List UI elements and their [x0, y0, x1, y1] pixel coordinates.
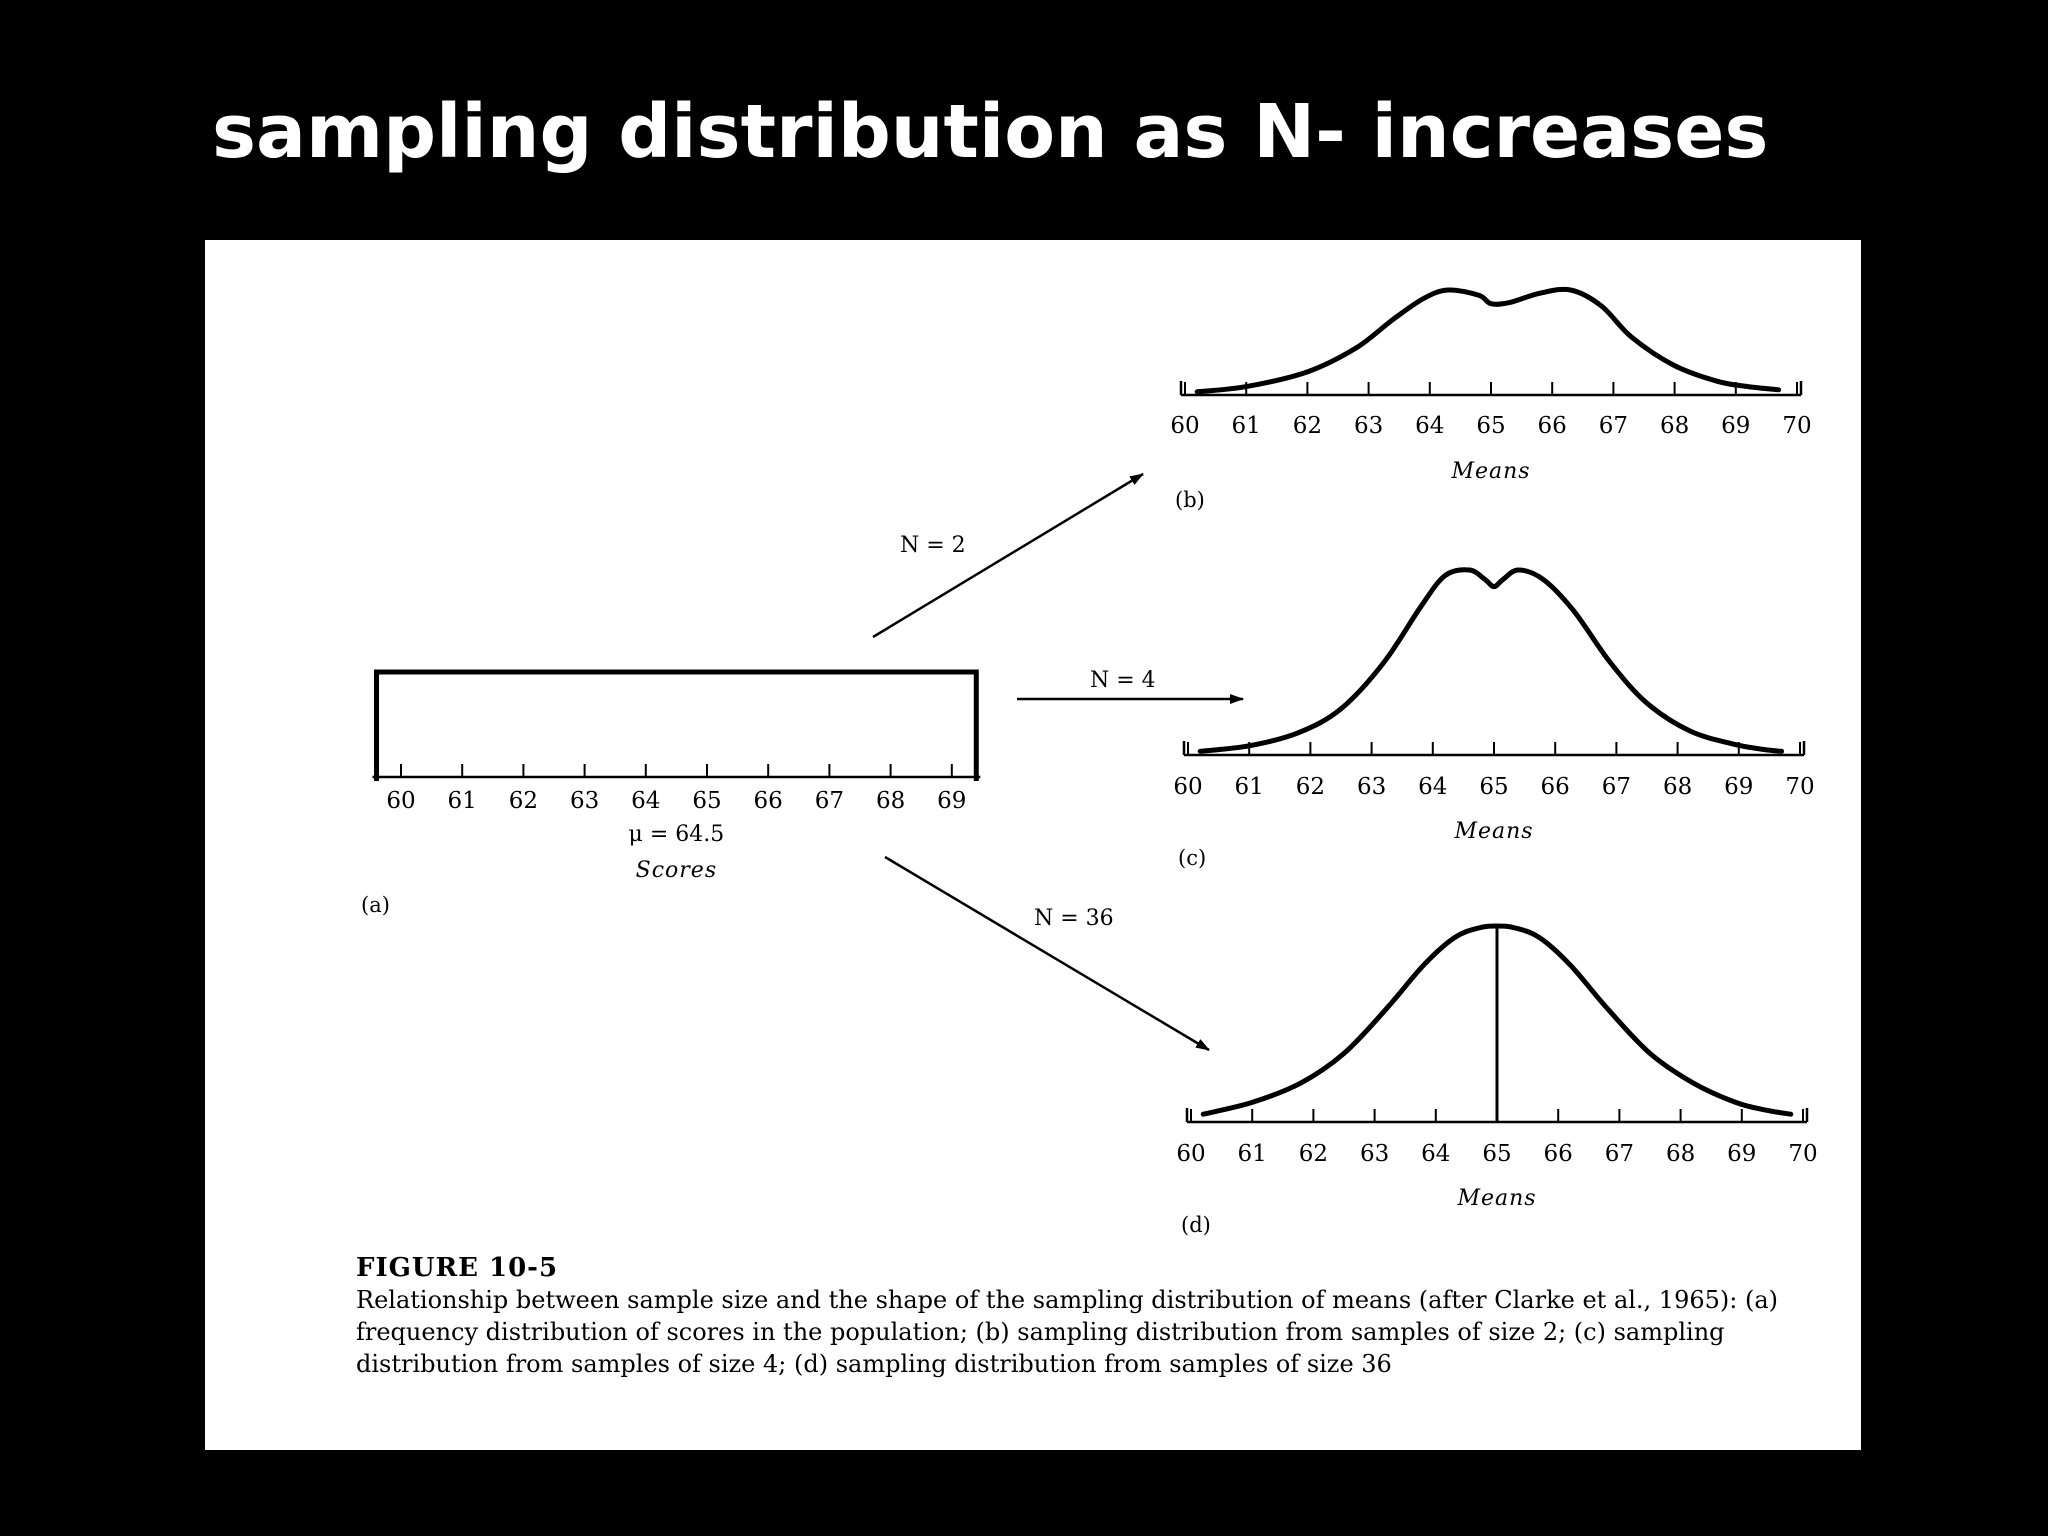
- x-tick-label: 66: [1538, 413, 1567, 439]
- chart-c-n4: 60 61 62 63 64 65 66 67 68 69 70 Means (c): [1173, 567, 1815, 870]
- x-tick-label: 64: [1421, 1141, 1450, 1167]
- x-tick-label: 69: [1724, 774, 1753, 800]
- x-tick-label: 67: [1602, 774, 1631, 800]
- arrow-to-d: [884, 855, 1210, 1052]
- slide-title: sampling distribution as N- increases: [212, 89, 1769, 175]
- x-axis-title: Means: [1453, 819, 1533, 844]
- figure-panel: 60 61 62 63 64 65 66 67 68 69 μ = 64.5 Scores (a) 60…: [205, 240, 1861, 1450]
- x-tick-label: 68: [1663, 774, 1692, 800]
- x-tick-label: 67: [1605, 1141, 1634, 1167]
- figure-svg: 60 61 62 63 64 65 66 67 68 69 μ = 64.5 Scores (a) 60…: [361, 286, 1818, 1237]
- x-tick-label: 62: [1296, 774, 1325, 800]
- x-axis-title: Scores: [636, 858, 717, 883]
- x-tick-label: 66: [754, 788, 783, 814]
- x-axis-title: Means: [1456, 1186, 1536, 1211]
- x-tick-label: 69: [937, 788, 966, 814]
- panel-label: (d): [1181, 1213, 1211, 1237]
- x-tick-label: 68: [876, 788, 905, 814]
- distribution-curve: [1200, 923, 1794, 1117]
- x-tick-label: 70: [1788, 1141, 1817, 1167]
- x-tick-label: 65: [1476, 413, 1505, 439]
- x-tick-label: 64: [1415, 413, 1444, 439]
- panel-label: (b): [1175, 488, 1205, 512]
- x-tick-label: 68: [1666, 1141, 1695, 1167]
- x-tick-label: 65: [1479, 774, 1508, 800]
- caption-body: Relationship between sample size and the…: [356, 1286, 1778, 1378]
- x-tick-label: 60: [386, 788, 415, 814]
- arrow-label-d: N = 36: [1034, 906, 1114, 931]
- x-tick-label: 60: [1170, 413, 1199, 439]
- x-tick-label: 61: [1238, 1141, 1267, 1167]
- x-tick-label: 69: [1721, 413, 1750, 439]
- x-tick-label: 67: [815, 788, 844, 814]
- x-tick-label: 63: [570, 788, 599, 814]
- x-tick-label: 61: [1232, 413, 1261, 439]
- x-tick-label: 66: [1541, 774, 1570, 800]
- arrow-label-c: N = 4: [1090, 668, 1156, 693]
- panel-label: (c): [1178, 846, 1206, 870]
- x-tick-label: 67: [1599, 413, 1628, 439]
- mean-label: μ = 64.5: [629, 822, 725, 847]
- x-tick-label: 63: [1357, 774, 1386, 800]
- x-tick-label: 63: [1360, 1141, 1389, 1167]
- figure-caption: FIGURE 10-5 Relationship between sample …: [356, 1252, 1836, 1380]
- uniform-distribution-shape: [374, 669, 979, 781]
- caption-heading: FIGURE 10-5: [356, 1253, 559, 1283]
- chart-a-population: 60 61 62 63 64 65 66 67 68 69 μ = 64.5 Scores (a): [361, 669, 981, 917]
- x-tick-label: 62: [1299, 1141, 1328, 1167]
- x-tick-label: 69: [1727, 1141, 1756, 1167]
- x-tick-label: 62: [509, 788, 538, 814]
- x-tick-label: 60: [1173, 774, 1202, 800]
- x-tick-label: 66: [1544, 1141, 1573, 1167]
- x-tick-label: 61: [1235, 774, 1264, 800]
- distribution-curve: [1197, 567, 1785, 754]
- x-tick-label: 65: [692, 788, 721, 814]
- x-tick-label: 70: [1782, 413, 1811, 439]
- x-tick-label: 62: [1293, 413, 1322, 439]
- x-tick-label: 64: [1418, 774, 1447, 800]
- x-tick-label: 60: [1176, 1141, 1205, 1167]
- x-tick-label: 64: [631, 788, 660, 814]
- chart-d-n36: 60 61 62 63 64 65 66 67 68 69 70 Means (d): [1176, 923, 1818, 1237]
- x-tick-label: 61: [448, 788, 477, 814]
- panel-label: (a): [361, 893, 390, 917]
- x-axis-title: Means: [1450, 459, 1530, 484]
- x-tick-label: 68: [1660, 413, 1689, 439]
- x-tick-label: 65: [1482, 1141, 1511, 1167]
- distribution-curve: [1194, 286, 1782, 395]
- arrows: N = 2 N = 4 N = 36: [872, 472, 1244, 1052]
- x-tick-label: 63: [1354, 413, 1383, 439]
- x-tick-label: 70: [1785, 774, 1814, 800]
- arrow-to-b: [872, 472, 1144, 639]
- arrow-label-b: N = 2: [900, 533, 966, 558]
- chart-b-n2: 60 61 62 63 64 65 66 67 68 69 70 Means (b): [1170, 286, 1812, 512]
